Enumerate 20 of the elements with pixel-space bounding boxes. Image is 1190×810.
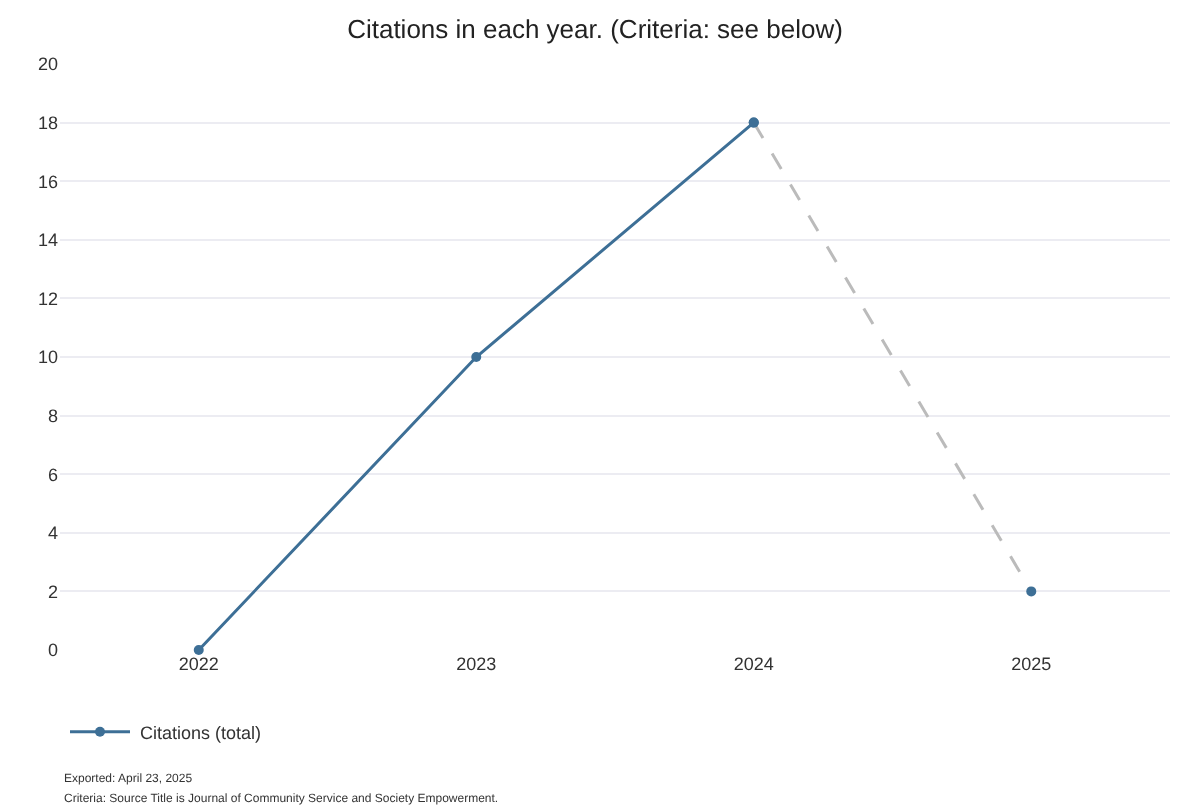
y-tick-label: 10	[37, 347, 58, 368]
y-tick-label: 6	[47, 464, 58, 485]
x-tick-label: 2025	[1011, 654, 1052, 674]
y-tick-label: 14	[37, 230, 58, 251]
legend-label: Citations (total)	[140, 722, 262, 743]
point	[471, 352, 482, 362]
x-tick-label: 2022	[178, 654, 219, 674]
y-tick-label: 12	[37, 288, 58, 309]
x-tick-label: 2024	[733, 654, 774, 674]
point	[193, 645, 204, 655]
point	[1026, 586, 1037, 597]
y-tick-label: 18	[37, 112, 58, 133]
y-tick-label: 8	[47, 405, 58, 426]
y-tick-label: 16	[37, 171, 58, 192]
x-tick-label: 2023	[456, 654, 497, 674]
y-tick-label: 2	[47, 581, 58, 602]
y-tick-label: 4	[47, 523, 58, 544]
chart-title: Citations in each year. (Criteria: see below)	[347, 14, 843, 45]
y-tick-label: 20	[37, 54, 58, 75]
y-tick-label: 0	[47, 640, 58, 661]
